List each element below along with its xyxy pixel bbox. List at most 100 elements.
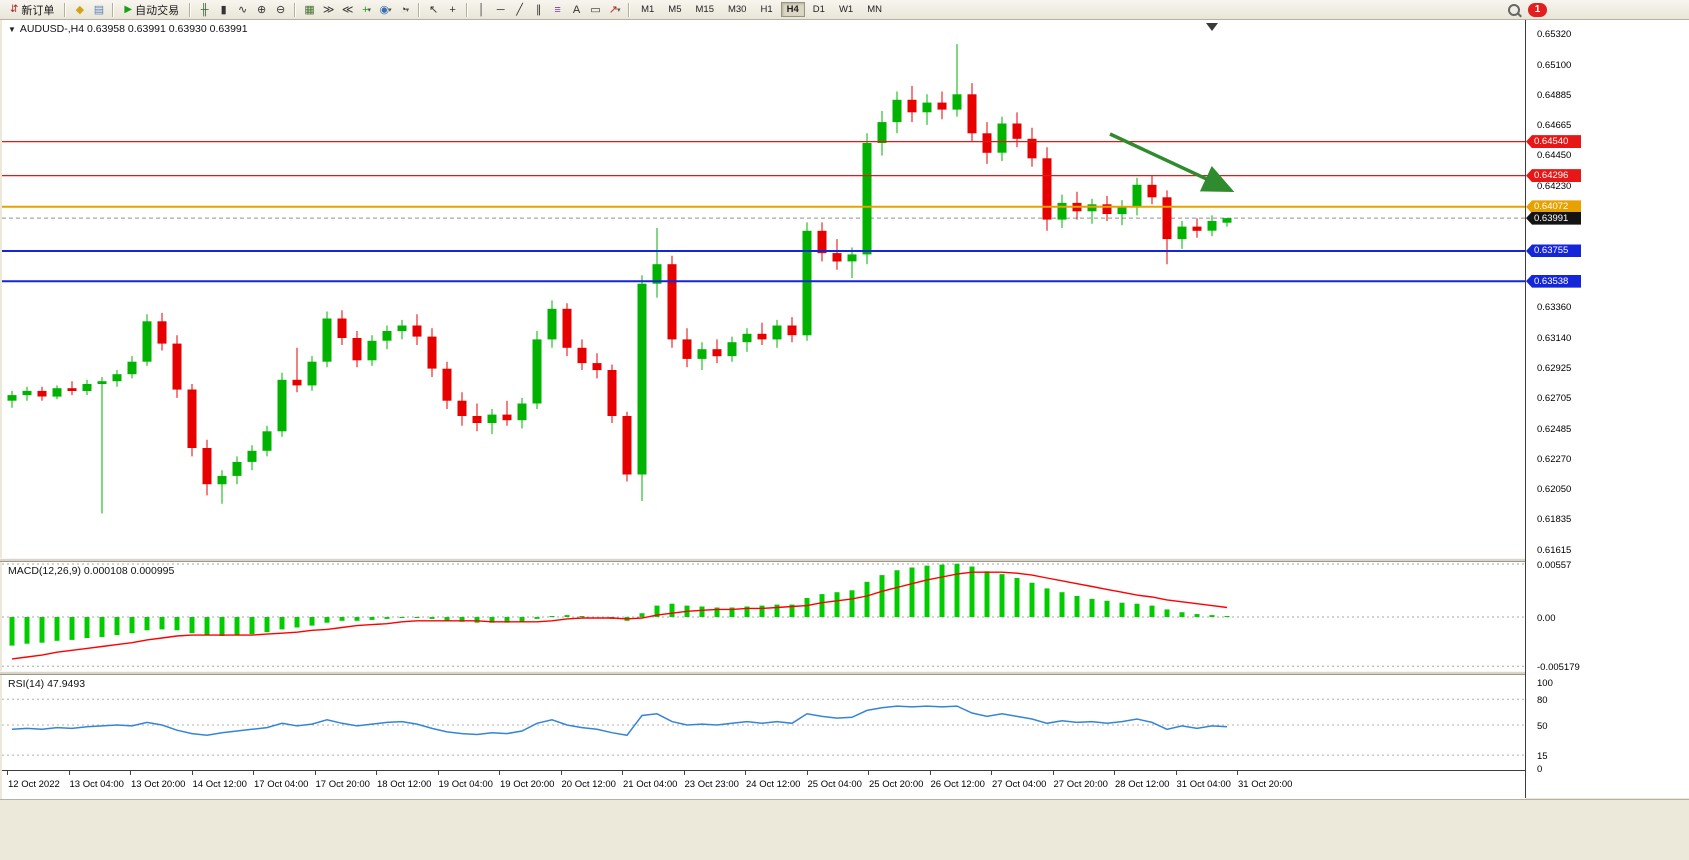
time-axis-tick — [929, 771, 931, 775]
toolbar: ⇵ 新订单 ◆ ▤ ▶ 自动交易 ╫ ▮ ∿ ⊕ ⊖ ▦ ≫ ≪ + ▾ ◉ ▾ ◔ ▾ ↖ + │ ─ ╱ ∥ ≡ A ▭ ↗ ▾ M1 M… — [0, 0, 1689, 20]
chart-title-text: AUDUSD-,H4 0.63958 0.63991 0.63930 0.639… — [19, 23, 248, 35]
rsi-axis-label: 100 — [1537, 678, 1553, 689]
toolbar-separator — [628, 2, 631, 17]
horizontal-line-icon[interactable]: ─ — [496, 3, 505, 16]
window-background — [0, 799, 1689, 860]
timeframe-d1-button[interactable]: D1 — [812, 4, 825, 15]
macd-axis-label: 0.00 — [1537, 613, 1556, 624]
price-axis[interactable]: 0.65320 0.65100 0.64885 0.64665 0.64450 0.642… — [1525, 20, 1689, 798]
profiles-icon[interactable]: ◉ ▾ — [379, 4, 392, 16]
time-axis-label: 17 Oct 20:00 — [315, 779, 370, 790]
price-axis-label: 0.62485 — [1537, 423, 1572, 435]
metaeditor-icon[interactable]: ◆ — [75, 4, 85, 16]
period-selector-icon[interactable]: ◔ ▾ — [400, 3, 410, 16]
rsi-axis-label: 80 — [1537, 695, 1548, 707]
time-axis-tick — [68, 771, 70, 775]
text-icon[interactable]: A — [572, 3, 581, 16]
autotrading-button[interactable]: ▶ 自动交易 — [124, 4, 180, 17]
chart-title: ▼ AUDUSD-,H4 0.63958 0.63991 0.63930 0.63… — [8, 23, 248, 35]
timeframe-h4-button[interactable]: H4 — [780, 2, 805, 17]
time-axis-tick — [253, 771, 254, 775]
timeframe-m15-button[interactable]: M15 — [695, 4, 714, 15]
price-axis-label: 0.64665 — [1537, 120, 1572, 132]
fibonacci-icon[interactable]: ≡ — [554, 3, 561, 16]
arrows-tool-icon[interactable]: ↗ ▾ — [608, 4, 621, 16]
time-axis-label: 20 Oct 12:00 — [561, 779, 616, 790]
time-axis-tick — [314, 771, 316, 775]
terminal-icon[interactable]: ▤ — [93, 4, 105, 16]
time-axis-label: 25 Oct 20:00 — [869, 779, 924, 790]
rsi-axis-label: 50 — [1537, 721, 1548, 732]
time-axis[interactable]: 12 Oct 2022 13 Oct 04:00 13 Oct 20:00 14 Oc… — [2, 770, 1525, 799]
rsi-indicator-chart — [2, 698, 1525, 756]
profiles-icon-dropdown[interactable]: ▾ — [388, 6, 392, 14]
timeframe-m5-button[interactable]: M5 — [668, 4, 682, 15]
toolbar-separator — [294, 2, 297, 17]
time-axis-label: 18 Oct 12:00 — [377, 779, 432, 790]
new-chart-icon[interactable]: + ▾ — [362, 3, 372, 16]
price-axis-label: 0.65320 — [1537, 28, 1572, 40]
time-axis-tick — [437, 771, 439, 775]
auto-scroll-icon[interactable]: ≫ — [322, 4, 335, 16]
price-axis-label: 0.62925 — [1537, 362, 1572, 374]
toolbar-right: 1 — [1508, 2, 1685, 17]
trendline-icon[interactable]: ╱ — [516, 4, 523, 16]
timeframe-mn-button[interactable]: MN — [867, 4, 882, 15]
time-axis-tick — [130, 771, 131, 775]
toolbar-separator — [189, 2, 192, 17]
arrows-tool-icon-dropdown[interactable]: ▾ — [616, 6, 621, 14]
chart-shift-icon[interactable]: ≪ — [341, 4, 354, 16]
timeframe-w1-button[interactable]: W1 — [838, 4, 854, 15]
pane-splitter-2[interactable] — [0, 671, 1689, 675]
new-chart-icon-dropdown[interactable]: ▾ — [367, 6, 372, 14]
label-icon[interactable]: ▭ — [590, 4, 601, 16]
notification-badge[interactable]: 1 — [1528, 2, 1547, 17]
toolbar-separator — [466, 2, 469, 17]
bid-price-badge: 0.63991 — [1526, 211, 1581, 225]
time-axis-label: 31 Oct 04:00 — [1176, 779, 1231, 790]
price-axis-label: 0.63360 — [1537, 301, 1572, 313]
time-axis-label: 26 Oct 12:00 — [930, 779, 985, 790]
time-axis-tick — [560, 771, 562, 775]
price-axis-label: 0.61615 — [1537, 545, 1572, 557]
channel-icon[interactable]: ∥ — [535, 4, 542, 16]
timeframe-toolbar: M1 M5 M15 M30 H1 H4 D1 W1 MN — [634, 0, 889, 19]
time-axis-tick — [868, 771, 869, 775]
time-axis-tick — [1052, 771, 1054, 775]
time-axis-tick — [1237, 771, 1238, 775]
price-axis-label: 0.63140 — [1537, 332, 1572, 344]
price-chart-pane[interactable]: ▼ AUDUSD-,H4 0.63958 0.63991 0.63930 0.63… — [2, 20, 1525, 558]
toolbar-items: ⇵ 新订单 ◆ ▤ ▶ 自动交易 ╫ ▮ ∿ ⊕ ⊖ ▦ ≫ ≪ + ▾ ◉ ▾ ◔ ▾ ↖ + │ ─ ╱ ∥ ≡ A ▭ ↗ ▾ — [4, 0, 634, 19]
symbol-dropdown-icon[interactable]: ▼ — [8, 25, 16, 34]
candlestick-chart-icon[interactable]: ▮ — [220, 4, 227, 16]
zoom-in-icon[interactable]: ⊕ — [256, 4, 267, 16]
period-selector-icon-dropdown[interactable]: ▾ — [405, 6, 410, 14]
time-axis-tick — [745, 771, 746, 775]
cursor-icon[interactable]: ↖ — [428, 4, 439, 16]
zoom-out-icon[interactable]: ⊖ — [275, 4, 286, 16]
line-chart-icon[interactable]: ∿ — [237, 4, 248, 16]
macd-label: MACD(12,26,9) 0.000108 0.000995 — [8, 565, 175, 577]
crosshair-icon[interactable]: + — [449, 3, 456, 16]
price-axis-label: 0.62270 — [1537, 453, 1572, 465]
time-axis-label: 28 Oct 12:00 — [1115, 779, 1170, 790]
vertical-line-icon[interactable]: │ — [478, 3, 486, 16]
toolbar-separator — [418, 2, 421, 17]
rsi-pane[interactable]: RSI(14) 47.9493 — [2, 675, 1525, 770]
bar-chart-icon[interactable]: ╫ — [200, 3, 209, 16]
timeframe-h1-button[interactable]: H1 — [760, 4, 773, 15]
time-axis-label: 21 Oct 04:00 — [623, 779, 678, 790]
rsi-label: RSI(14) 47.9493 — [8, 678, 86, 690]
macd-axis-label: 0.00557 — [1537, 559, 1572, 571]
time-axis-label: 31 Oct 20:00 — [1238, 779, 1293, 790]
rsi-axis-label: 15 — [1537, 751, 1548, 763]
time-axis-label: 27 Oct 04:00 — [992, 779, 1047, 790]
pane-splitter-1[interactable] — [0, 558, 1689, 562]
timeframe-m30-button[interactable]: M30 — [727, 4, 747, 15]
macd-pane[interactable]: MACD(12,26,9) 0.000108 0.000995 — [2, 562, 1525, 671]
new-order-button[interactable]: ⇵ 新订单 — [10, 4, 55, 17]
time-axis-label: 19 Oct 20:00 — [500, 779, 555, 790]
search-icon[interactable] — [1508, 3, 1520, 16]
timeframe-m1-button[interactable]: M1 — [641, 4, 655, 15]
tile-windows-icon[interactable]: ▦ — [304, 4, 315, 16]
